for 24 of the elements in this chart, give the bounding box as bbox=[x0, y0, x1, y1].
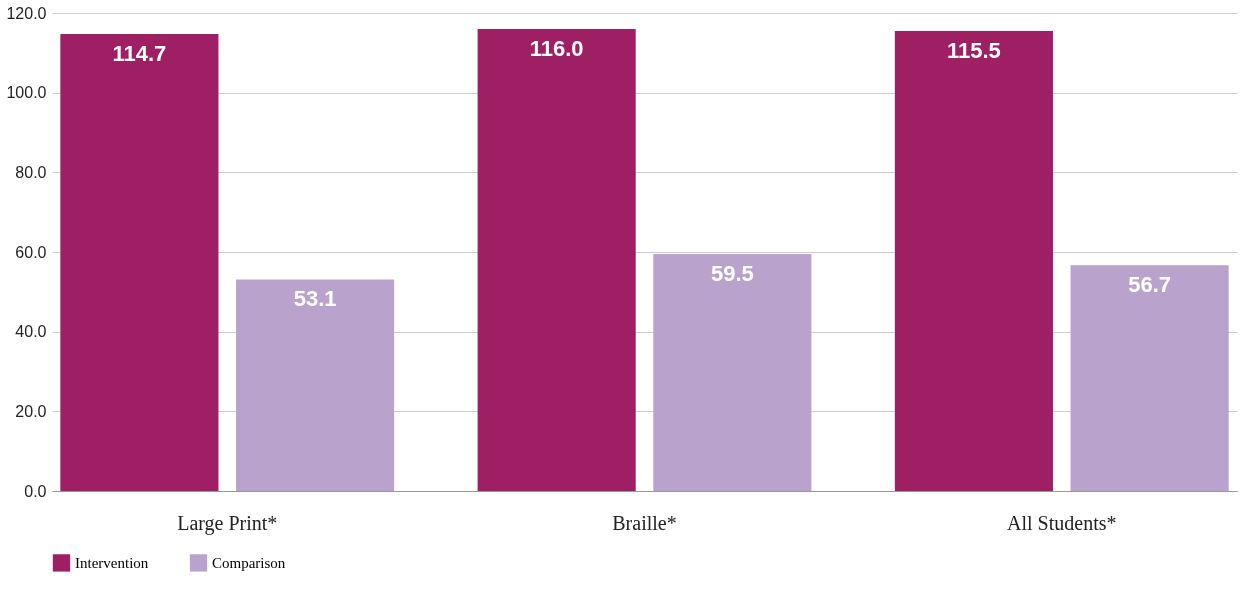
data-label: 116.0 bbox=[529, 35, 584, 61]
y-tick-label: 40.0 bbox=[15, 323, 47, 341]
legend-label: Comparison bbox=[212, 554, 286, 571]
y-tick-label: 100.0 bbox=[6, 84, 47, 102]
data-label: 114.7 bbox=[112, 41, 167, 67]
y-tick-label: 120.0 bbox=[6, 4, 47, 22]
x-tick-label: All Students* bbox=[1007, 511, 1117, 534]
bar bbox=[894, 30, 1053, 491]
x-tick-label: Large Print* bbox=[177, 511, 278, 535]
data-label: 59.5 bbox=[710, 260, 754, 286]
bar bbox=[60, 34, 219, 491]
legend-label: Intervention bbox=[75, 554, 149, 571]
bar bbox=[236, 279, 395, 491]
y-tick-label: 0.0 bbox=[24, 482, 47, 500]
data-label: 53.1 bbox=[293, 286, 337, 312]
y-tick-label: 20.0 bbox=[15, 402, 47, 420]
data-label: 115.5 bbox=[946, 37, 1001, 63]
x-tick-label: Braille* bbox=[612, 511, 677, 534]
data-label: 56.7 bbox=[1128, 272, 1172, 298]
y-tick-label: 80.0 bbox=[15, 163, 47, 181]
bar bbox=[653, 253, 812, 491]
bar bbox=[477, 28, 636, 491]
y-tick-label: 60.0 bbox=[15, 243, 47, 261]
bar bbox=[1070, 265, 1229, 491]
